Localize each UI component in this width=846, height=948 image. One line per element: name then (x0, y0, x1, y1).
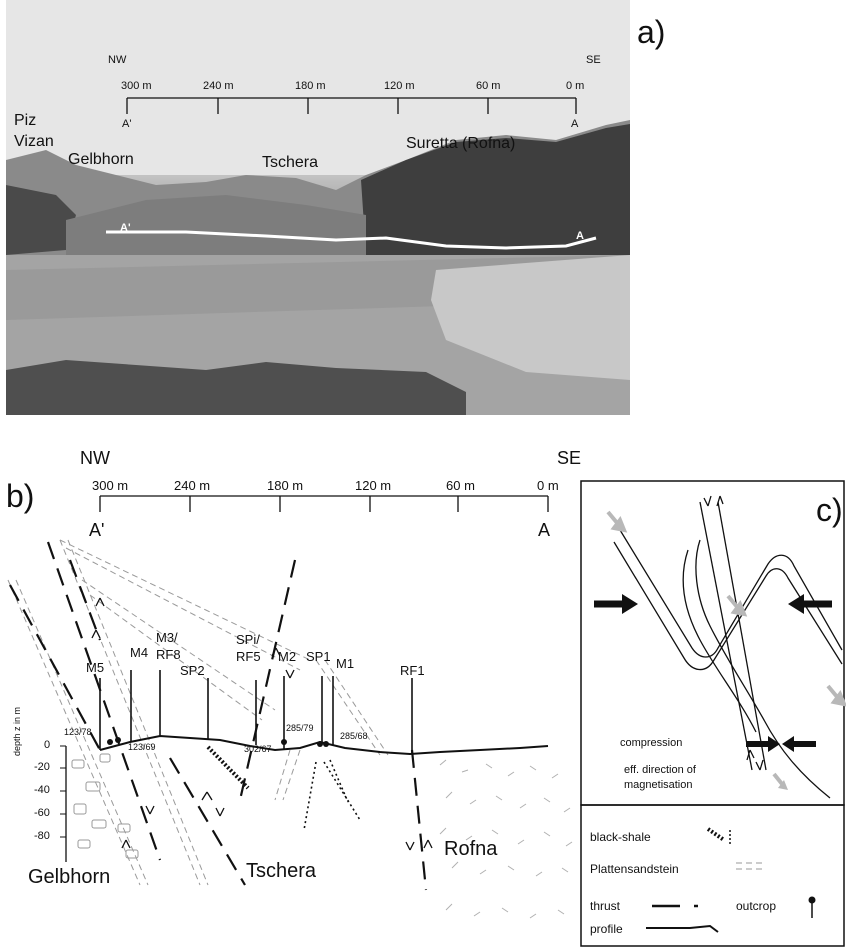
panel-b-tick-label: 60 m (446, 478, 475, 493)
plattensandstein-bands (7, 539, 389, 886)
legend-plattensandstein-label: Plattensandstein (590, 862, 679, 876)
site-label-m1: M1 (336, 656, 355, 671)
legend-black-shale-symbol (706, 827, 726, 842)
panel-b-label: b) (6, 478, 35, 514)
site-label-m2: M2 (278, 649, 297, 664)
panel-a-tick-label: 0 m (566, 80, 585, 92)
key-magnetisation-arrow-head (778, 780, 788, 790)
shear-sense-arrows (91, 597, 433, 851)
legend-outcrop-dot (808, 896, 816, 904)
depth-tick-label: 0 (44, 739, 51, 751)
unit-label-gelbhorn: Gelbhorn (28, 866, 111, 888)
panel-a-end-left: A' (122, 118, 132, 130)
panel-c-shear-arrows (703, 495, 764, 771)
legend-black-shale-label: black-shale (590, 830, 651, 844)
field-photograph (6, 0, 630, 415)
compression-arrow-right-head (788, 594, 804, 614)
panel-b-end-left: A' (89, 520, 105, 540)
place-label-vizan: Vizan (14, 133, 54, 150)
compression-key-label: compression (620, 737, 683, 749)
site-label-rf5: RF5 (236, 649, 261, 664)
magnetisation-key-label-1: eff. direction of (624, 764, 696, 776)
panel-a-se: SE (586, 54, 601, 66)
panel-a-tick-label: 120 m (384, 80, 415, 92)
panel-a-label: a) (637, 14, 666, 50)
place-label-gelbhorn: Gelbhorn (68, 151, 134, 168)
panel-c-label: c) (816, 492, 843, 528)
legend-thrust-label: thrust (590, 899, 621, 913)
panel-b-tick-label: 240 m (174, 478, 211, 493)
magnetisation-key-label-2: magnetisation (624, 779, 693, 791)
panel-a-overlay (126, 97, 577, 114)
panel-a-end-right: A (571, 118, 579, 130)
site-label-rf1: RF1 (400, 663, 425, 678)
cross-section-diagram (7, 495, 573, 919)
outcrop-poles (99, 670, 413, 754)
photo-line-label-right: A (576, 230, 584, 242)
unit-label-rofna: Rofna (444, 838, 498, 860)
outcrop-points (107, 737, 329, 747)
panel-b-tick-label: 180 m (267, 478, 304, 493)
magnetisation-arrows (606, 510, 846, 707)
unit-label-tschera: Tschera (246, 860, 317, 882)
compression-arrow-left-head (622, 594, 638, 614)
depth-tick-label: -80 (34, 830, 50, 842)
legend-profile-symbol (646, 924, 719, 933)
black-shale-dotted (303, 759, 361, 831)
panel-b-nw: NW (80, 448, 110, 468)
panel-a-tick-label: 180 m (295, 80, 326, 92)
site-label-m5: M5 (86, 660, 105, 675)
panel-b-end-right: A (538, 520, 551, 540)
black-shale (206, 745, 250, 790)
depth-axis-label: depth z in m (12, 706, 22, 756)
key-compression-arrow-1-head (768, 736, 780, 752)
fold-layers (613, 501, 843, 799)
place-label-tschera: Tschera (262, 154, 319, 171)
panel-b-tick-label: 300 m (92, 478, 129, 493)
legend-outcrop-label: outcrop (736, 899, 777, 913)
key-compression-arrow-2-head (782, 736, 794, 752)
key-magnetisation-arrow (772, 772, 784, 786)
depth-tick-label: -60 (34, 807, 50, 819)
legend-profile-label: profile (590, 922, 623, 936)
orientation-label: 285/79 (286, 723, 314, 733)
depth-tick-label: -20 (34, 761, 50, 773)
gelbhorn-breccia (71, 753, 139, 859)
thrust-lines (9, 541, 428, 891)
photo-landscape (6, 0, 630, 415)
site-label-m4: M4 (130, 645, 149, 660)
site-label-m3: M3/ (156, 630, 178, 645)
panel-a-tick-label: 60 m (476, 80, 501, 92)
orientation-label: 302/67 (244, 744, 272, 754)
panel-b-tick-label: 0 m (537, 478, 559, 493)
panel-b-tick-label: 120 m (355, 478, 392, 493)
site-label-sp1: SP1 (306, 649, 331, 664)
site-label-sp2: SP2 (180, 663, 205, 678)
orientation-label: 285/68 (340, 731, 368, 741)
place-label-suretta: Suretta (Rofna) (406, 135, 516, 152)
panel-a-nw: NW (108, 54, 127, 66)
place-label-piz: Piz (14, 112, 37, 129)
panel-a-tick-label: 300 m (121, 80, 152, 92)
orientation-label: 123/69 (128, 742, 156, 752)
depth-tick-label: -40 (34, 784, 50, 796)
photo-line-label-left: A' (120, 222, 131, 234)
panel-a-tick-label: 240 m (203, 80, 234, 92)
topographic-profile (99, 734, 549, 756)
orientation-label: 123/78 (64, 727, 92, 737)
panel-b-se: SE (557, 448, 582, 468)
site-label-rf8: RF8 (156, 647, 181, 662)
rofna-texture (439, 759, 573, 919)
site-label-spi: SPi/ (236, 632, 260, 647)
fold-model-diagram (580, 480, 846, 947)
legend-frame (580, 804, 845, 947)
legend-plattensandstein-symbol (736, 862, 762, 870)
